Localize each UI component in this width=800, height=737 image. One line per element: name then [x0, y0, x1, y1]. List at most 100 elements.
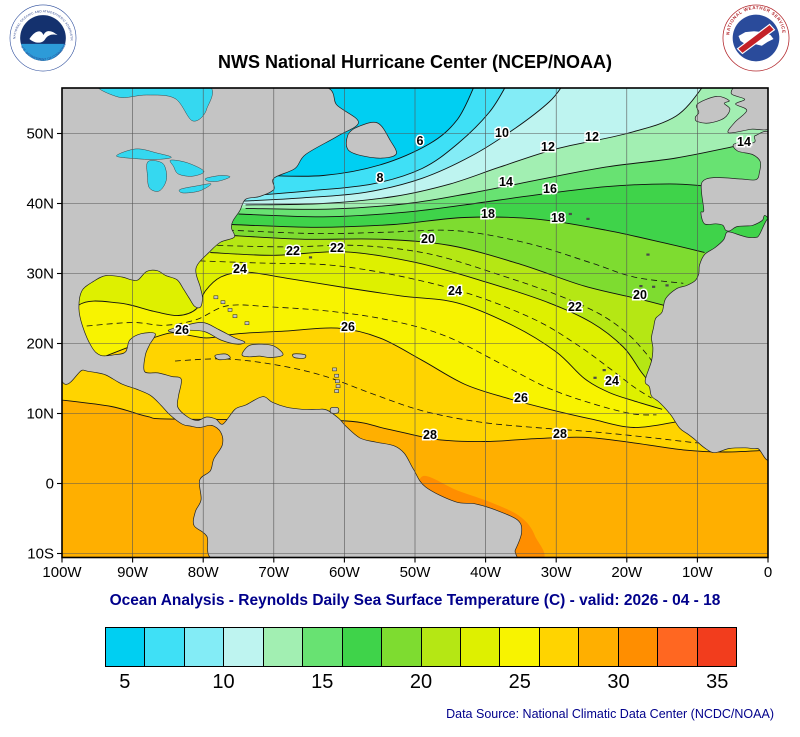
colorbar-segment — [421, 628, 461, 666]
lon-axis-label: 80W — [188, 564, 220, 581]
lake — [204, 175, 231, 182]
island — [227, 308, 233, 312]
lat-axis-label: 50N — [26, 126, 54, 143]
lat-axis-label: 0 — [46, 476, 54, 493]
colorbar-segment — [145, 628, 185, 666]
colorbar-segment — [697, 628, 736, 666]
colorbar-segment — [382, 628, 422, 666]
contour-label: 6 — [417, 134, 424, 148]
colorbar — [105, 627, 737, 667]
colorbar-tick-label: 5 — [119, 671, 131, 693]
contour-label: 26 — [175, 323, 189, 337]
colorbar-segment — [460, 628, 501, 666]
contour-label: 26 — [514, 391, 528, 405]
colorbar-tick-label: 25 — [508, 671, 531, 693]
contour-label: 20 — [421, 232, 435, 246]
colorbar-tick-label: 20 — [409, 671, 433, 693]
contour-label: 22 — [286, 244, 300, 258]
sst-contour-line — [245, 142, 754, 210]
colorbar-segment — [579, 628, 619, 666]
contour-label: 12 — [585, 130, 599, 144]
colorbar-segment — [263, 628, 304, 666]
map-caption: Ocean Analysis - Reynolds Daily Sea Surf… — [109, 592, 721, 609]
lat-axis-label: 40N — [26, 196, 54, 213]
island — [568, 212, 572, 216]
lon-axis-label: 70W — [258, 564, 290, 581]
colorbar-tick-label: 15 — [311, 671, 334, 693]
map-frame — [61, 87, 769, 559]
contour-label: 10 — [495, 126, 509, 140]
lon-axis-label: 100W — [42, 564, 82, 581]
island — [652, 285, 656, 288]
island — [213, 295, 219, 300]
contour-label: 8 — [377, 171, 384, 185]
contour-label: 20 — [633, 288, 647, 302]
contour-label: 22 — [568, 300, 582, 314]
contour-label: 14 — [737, 135, 751, 149]
sst-contour-line — [231, 216, 705, 253]
lon-axis-label: 40W — [470, 564, 502, 581]
contour-label: 14 — [499, 175, 513, 189]
colorbar-labels: 5 10 15 20 25 30 35 — [0, 671, 800, 697]
colorbar-tick-label: 10 — [212, 671, 235, 693]
lat-axis-label: 10S — [27, 546, 54, 563]
sst-contour-line — [238, 88, 506, 197]
sst-contour-line-dashed — [199, 260, 652, 399]
colorbar-segment — [658, 628, 698, 666]
contour-label: 24 — [233, 262, 247, 276]
colorbar-segment — [303, 628, 343, 666]
colorbar-segment — [500, 628, 540, 666]
noaa-seagull-icon — [29, 31, 58, 43]
colorbar-segment — [539, 628, 580, 666]
lake — [116, 148, 172, 160]
island — [335, 379, 340, 384]
data-source-text: Data Source: National Climatic Data Cent… — [446, 707, 774, 721]
contour-label: 18 — [481, 207, 495, 221]
island — [332, 367, 337, 372]
sst-contour-line — [224, 234, 671, 308]
sst-map: 6 8 10 12 12 14 14 16 18 18 20 20 22 22 22 24 24 24 26 26 26… — [26, 87, 772, 581]
contour-label: 24 — [605, 374, 619, 388]
sst-contour-line-dashed — [174, 358, 740, 447]
sst-contour-line — [238, 183, 706, 218]
island — [220, 300, 226, 304]
island — [593, 376, 597, 379]
island — [665, 284, 669, 287]
sst-contour-line — [62, 399, 768, 453]
sst-contour-line-dashed — [227, 229, 684, 284]
lon-axis-label: 50W — [400, 564, 432, 581]
sst-contour-line — [238, 88, 562, 202]
contour-label: 12 — [541, 140, 555, 154]
contour-label: 28 — [553, 427, 567, 441]
island — [335, 384, 341, 388]
colorbar-tick-label: 30 — [607, 671, 630, 693]
lat-axis-label: 10N — [26, 406, 54, 423]
lake — [146, 160, 167, 192]
contour-label: 22 — [330, 241, 344, 255]
lake — [169, 159, 205, 177]
lake — [97, 88, 213, 122]
noaa-logo: NATIONAL OCEANIC AND ATMOSPHERIC ADMINIS… — [9, 4, 77, 72]
lon-axis-label: 20W — [611, 564, 643, 581]
contour-label: 28 — [423, 428, 437, 442]
sst-contour-line — [266, 88, 474, 177]
colorbar-segment — [342, 628, 383, 666]
grid — [57, 88, 769, 563]
sst-contour-line — [245, 88, 703, 206]
lon-axis-label: 30W — [541, 564, 573, 581]
island — [244, 321, 250, 325]
contour-label: 24 — [448, 284, 462, 298]
lon-axis-label: 0 — [764, 564, 772, 581]
island — [586, 217, 590, 220]
page-title: NWS National Hurricane Center (NCEP/NOAA… — [217, 52, 613, 72]
contour-label: 18 — [551, 211, 565, 225]
colorbar-segment — [618, 628, 659, 666]
island — [308, 256, 313, 259]
noaa-emblem-sea — [20, 43, 66, 61]
sst-contour-line — [62, 271, 663, 410]
lon-axis-label: 90W — [117, 564, 149, 581]
lat-axis-label: 30N — [26, 266, 54, 283]
lon-axis-label: 60W — [329, 564, 361, 581]
nws-logo: NATIONAL WEATHER SERVICE — [722, 4, 790, 72]
